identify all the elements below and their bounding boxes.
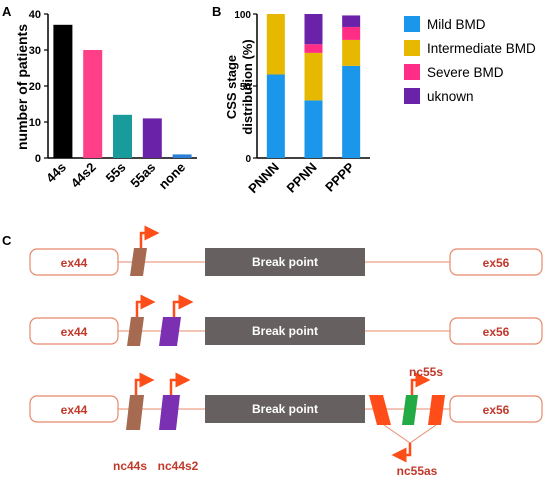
panel-b-legend: Mild BMD Intermediate BMD Severe BMD uknown	[404, 16, 536, 104]
promoter-nc55-right	[428, 395, 445, 425]
y-tick-label: 10	[29, 117, 41, 129]
stacked-bar-segment	[304, 52, 323, 101]
promoter-nc44s	[126, 395, 144, 430]
stacked-bar-segment	[342, 15, 361, 27]
panel-a-ylabel: number of patients	[14, 24, 30, 150]
exon-44-label: ex44	[61, 256, 88, 270]
nc55as-connector	[409, 424, 437, 444]
x-tick-label: 55s	[103, 160, 129, 186]
legend-label: Mild BMD	[427, 17, 486, 32]
panel-c-diagram: ex44 Break point ex56 ex44 Break point e…	[29, 225, 543, 478]
panel-b-chart: CSS stage distribution (%) 0 50 100 PNNN PPN…	[224, 10, 370, 196]
x-tick-label: 44s2	[68, 160, 99, 191]
x-tick-label: 44s	[43, 160, 69, 186]
construct-row-3: ex44 Break point nc55s nc55as ex56 nc44s…	[29, 365, 543, 478]
y-tick-label: 100	[234, 10, 251, 21]
nc55as-arrow-icon	[391, 443, 412, 463]
exon-56-box	[449, 395, 543, 423]
break-point-box	[205, 395, 365, 423]
promoter-nc44s2	[159, 395, 180, 430]
panel-c-letter: C	[2, 233, 12, 248]
stacked-bar-segment	[342, 39, 361, 66]
legend-label: Severe BMD	[427, 65, 504, 80]
x-tick-label: 55as	[127, 160, 158, 191]
nc44s2-label: nc44s2	[158, 459, 199, 473]
y-tick-label: 40	[29, 9, 41, 21]
panel-a-letter: A	[2, 4, 12, 19]
x-tick-label: PNNN	[245, 160, 282, 197]
exon-44-box	[29, 317, 119, 345]
break-point-box	[205, 317, 365, 345]
y-tick-label: 20	[29, 81, 41, 93]
exon-56-label: ex56	[483, 256, 510, 270]
construct-row-1: ex44 Break point ex56	[29, 225, 543, 276]
panel-b-ylabel-line1: CSS stage	[224, 55, 239, 119]
x-tick-label: none	[156, 160, 189, 193]
stacked-bar-segment	[342, 26, 361, 40]
nc55s-arrow-icon	[410, 372, 431, 395]
exon-56-box	[449, 317, 543, 345]
panel-b-letter: B	[212, 4, 221, 19]
construct-row-2: ex44 Break point ex56	[29, 294, 543, 346]
legend-swatch	[404, 40, 420, 56]
bar	[172, 154, 192, 158]
bar	[83, 50, 103, 158]
stacked-bar-segment	[342, 65, 361, 158]
y-tick-label: 30	[29, 45, 41, 57]
exon-56-box	[449, 248, 543, 276]
break-point-label: Break point	[252, 324, 318, 338]
bar	[142, 118, 162, 158]
exon-56-label: ex56	[483, 325, 510, 339]
promoter-nc44s	[127, 317, 144, 346]
exon-44-label: ex44	[61, 403, 88, 417]
stacked-bar-segment	[266, 14, 285, 75]
nc44s-label: nc44s	[113, 459, 147, 473]
promoter-nc44s2	[159, 317, 181, 346]
legend-label: uknown	[427, 89, 474, 104]
exon-44-label: ex44	[61, 325, 88, 339]
legend-label: Intermediate BMD	[427, 41, 536, 56]
stacked-bar-segment	[304, 44, 323, 53]
panel-b-ylabel-line2: distribution (%)	[240, 39, 255, 134]
nc44s-arrow-icon	[135, 294, 156, 317]
promoter-nc44s	[130, 248, 147, 276]
stacked-bar-segment	[304, 100, 323, 158]
legend-swatch	[404, 16, 420, 32]
legend-swatch	[404, 64, 420, 80]
exon-44-box	[29, 395, 119, 423]
y-tick-label: 0	[245, 154, 251, 165]
nc55as-connector	[383, 424, 411, 444]
nc44s-arrow-icon	[134, 372, 155, 395]
promoter-nc55-left	[369, 395, 391, 425]
stacked-bar-segment	[304, 14, 323, 45]
nc55s-label: nc55s	[409, 365, 443, 379]
x-tick-label: PPPP	[322, 159, 357, 194]
x-tick-label: PPNN	[283, 160, 319, 196]
break-point-label: Break point	[252, 402, 318, 416]
exon-44-box	[29, 248, 119, 276]
y-tick-label: 0	[35, 153, 41, 165]
y-tick-label: 50	[240, 82, 252, 93]
bar	[53, 24, 73, 158]
nc44s2-arrow-icon	[172, 294, 194, 317]
nc44s2-arrow-icon	[169, 372, 191, 395]
stacked-bar-segment	[266, 74, 285, 158]
nc55as-label: nc55as	[397, 464, 438, 478]
break-point-label: Break point	[252, 255, 318, 269]
break-point-box	[205, 248, 365, 276]
promoter-nc55s	[402, 395, 418, 425]
exon-56-label: ex56	[483, 403, 510, 417]
bar	[113, 114, 132, 158]
nc44s-arrow-icon	[139, 225, 160, 248]
legend-swatch	[404, 88, 420, 104]
